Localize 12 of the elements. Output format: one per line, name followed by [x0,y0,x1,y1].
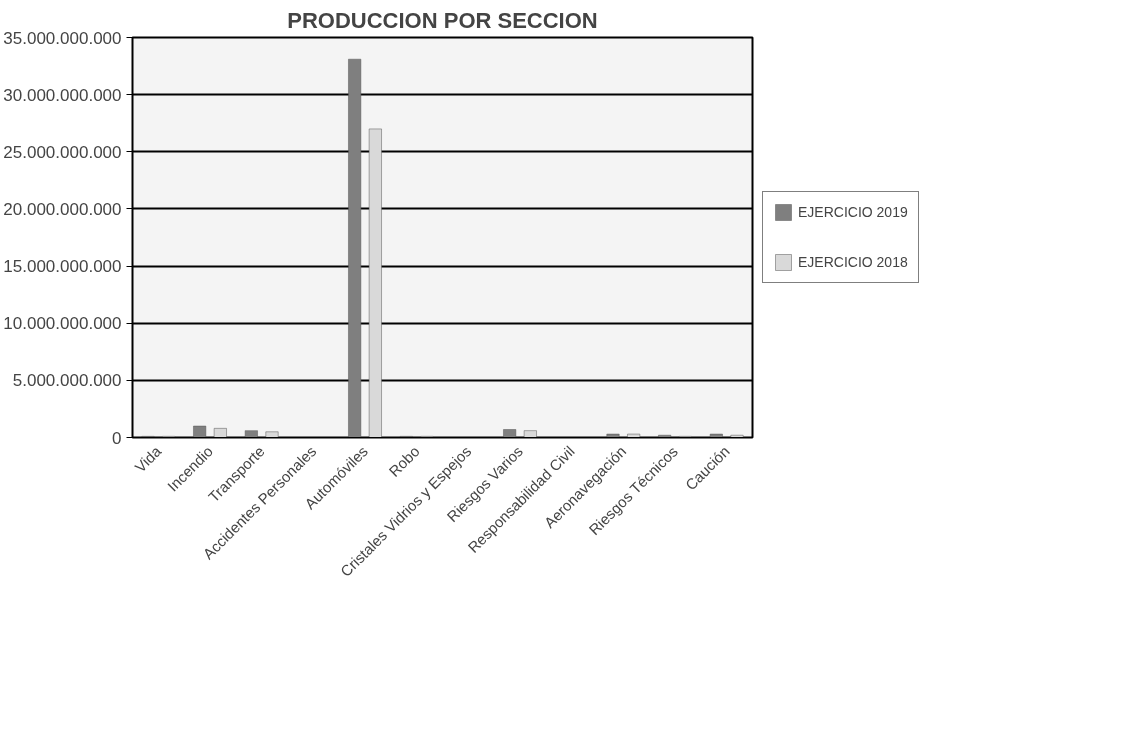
y-tick-label: 35.000.000.000 [3,28,122,48]
legend-label: EJERCICIO 2019 [798,204,908,220]
y-tick-label: 25.000.000.000 [3,142,122,162]
y-tick-label: 20.000.000.000 [3,199,122,219]
legend-label: EJERCICIO 2018 [798,254,908,270]
y-tick-label: 10.000.000.000 [3,314,122,334]
y-tick-label: 5.000.000.000 [12,371,122,391]
chart-title: PRODUCCION POR SECCION [287,7,598,33]
y-tick-label: 15.000.000.000 [3,257,122,277]
y-tick-label: 0 [112,428,122,448]
y-tick-label: 30.000.000.000 [3,85,122,105]
x-tick-label: Vida [131,442,165,476]
